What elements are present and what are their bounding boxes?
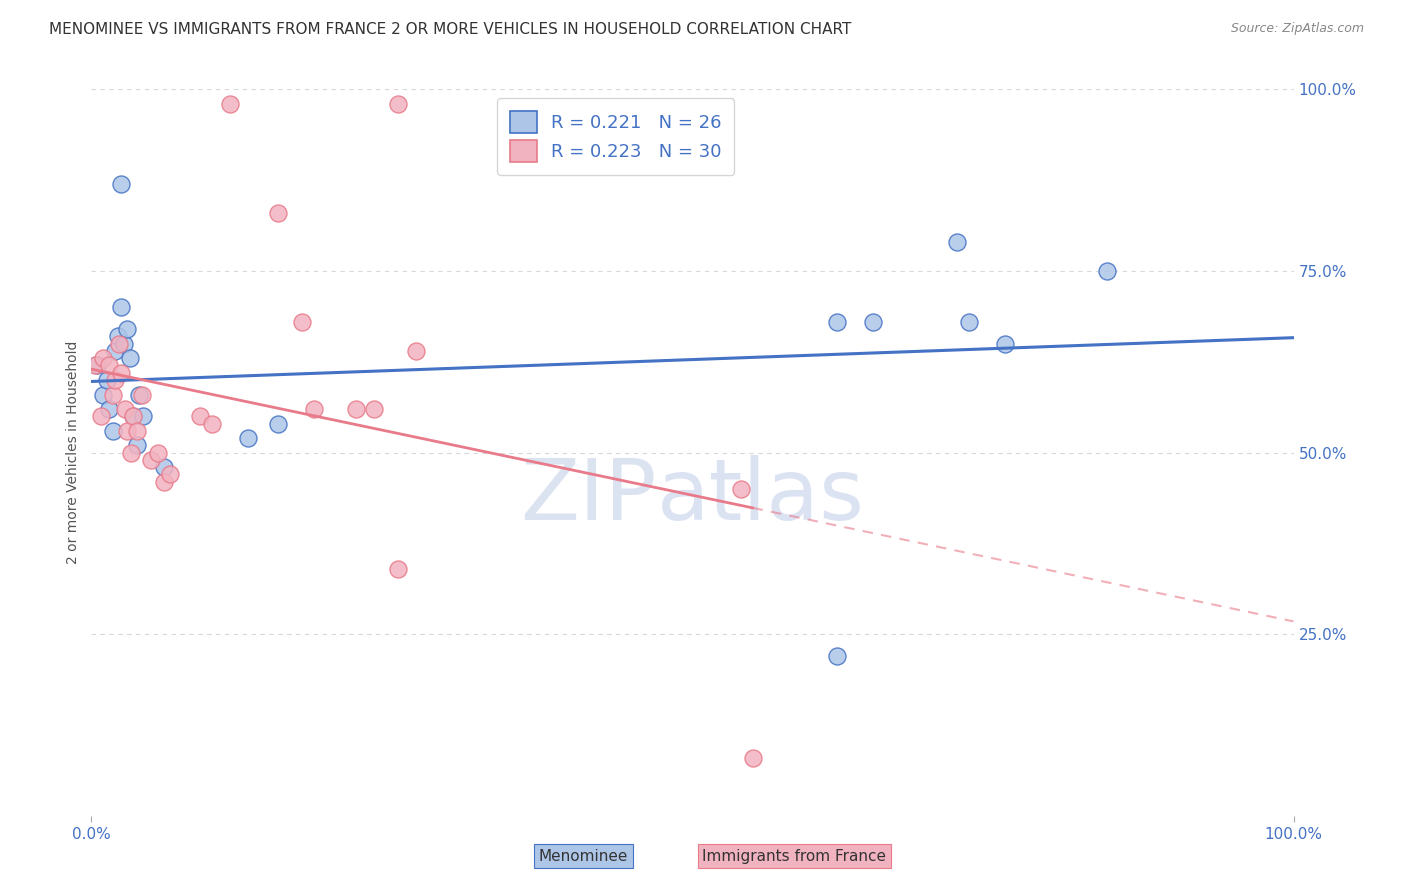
Point [110, 300, 132, 315]
Point [98, 402, 121, 417]
Point [994, 336, 1017, 351]
Point [90, 409, 112, 424]
Point [125, 424, 148, 438]
Point [101, 424, 124, 438]
Point [405, 343, 427, 358]
Point [108, 336, 131, 351]
Point [302, 402, 325, 417]
Text: Source: ZipAtlas.com: Source: ZipAtlas.com [1230, 22, 1364, 36]
Point [957, 315, 980, 329]
Point [132, 409, 155, 424]
Point [152, 460, 174, 475]
Point [387, 562, 409, 576]
Point [125, 438, 148, 452]
Point [1095, 264, 1118, 278]
Point [110, 177, 132, 191]
Point [825, 649, 848, 664]
Point [387, 96, 409, 111]
Point [128, 387, 150, 401]
Legend: R = 0.221   N = 26, R = 0.223   N = 30: R = 0.221 N = 26, R = 0.223 N = 30 [498, 98, 734, 175]
Text: ZIP: ZIP [520, 455, 657, 538]
Point [122, 409, 145, 424]
Point [96, 373, 118, 387]
Point [363, 402, 385, 417]
Point [152, 475, 174, 489]
Point [110, 366, 132, 380]
Point [188, 409, 211, 424]
Point [118, 351, 141, 366]
Point [93, 351, 115, 366]
Point [120, 445, 142, 460]
Point [825, 315, 848, 329]
Point [236, 431, 259, 445]
Point [159, 467, 181, 482]
Point [117, 424, 139, 438]
Text: Menominee: Menominee [538, 849, 628, 863]
Point [84, 359, 107, 373]
Point [862, 315, 884, 329]
Point [267, 417, 290, 431]
Point [141, 453, 163, 467]
Point [93, 387, 115, 401]
Point [104, 373, 127, 387]
Y-axis label: 2 or more Vehicles in Household: 2 or more Vehicles in Household [66, 341, 80, 565]
Point [107, 329, 129, 343]
Point [98, 359, 121, 373]
Point [117, 322, 139, 336]
Point [218, 96, 240, 111]
Point [112, 336, 135, 351]
Point [730, 482, 752, 496]
Point [291, 315, 314, 329]
Point [101, 387, 124, 401]
Point [201, 417, 224, 431]
Point [122, 409, 145, 424]
Text: Immigrants from France: Immigrants from France [703, 849, 886, 863]
Point [104, 343, 127, 358]
Point [146, 445, 169, 460]
Point [267, 206, 290, 220]
Point [946, 235, 969, 249]
Point [114, 402, 136, 417]
Point [741, 751, 763, 765]
Point [86, 359, 108, 373]
Point [344, 402, 367, 417]
Text: MENOMINEE VS IMMIGRANTS FROM FRANCE 2 OR MORE VEHICLES IN HOUSEHOLD CORRELATION : MENOMINEE VS IMMIGRANTS FROM FRANCE 2 OR… [49, 22, 852, 37]
Point [131, 387, 153, 401]
Text: atlas: atlas [657, 455, 865, 538]
